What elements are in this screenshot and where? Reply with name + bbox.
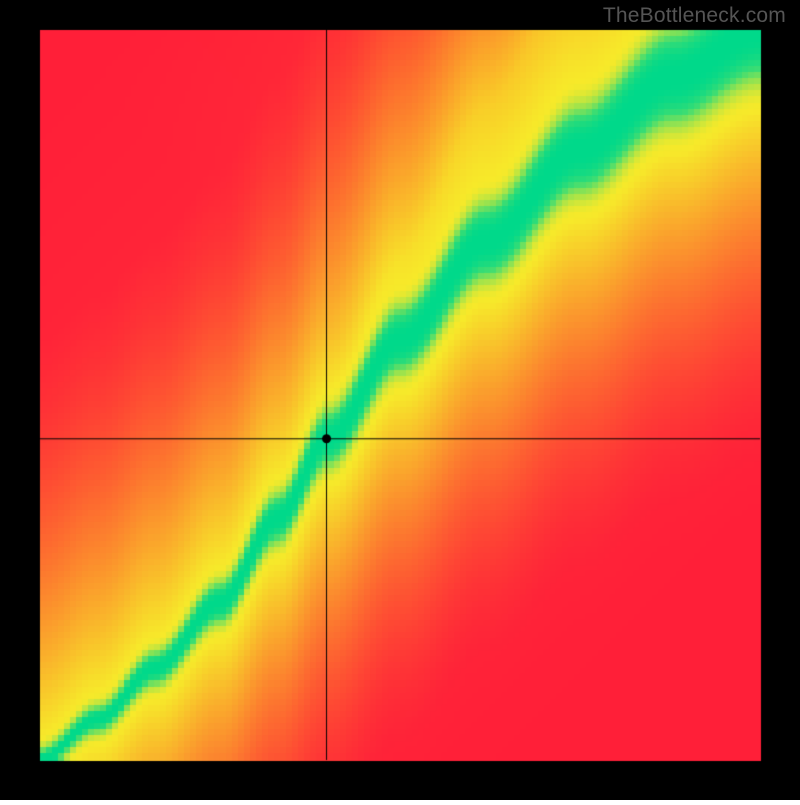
heatmap-container [0,0,800,805]
watermark-text: TheBottleneck.com [603,4,786,28]
heatmap-canvas [0,0,800,800]
